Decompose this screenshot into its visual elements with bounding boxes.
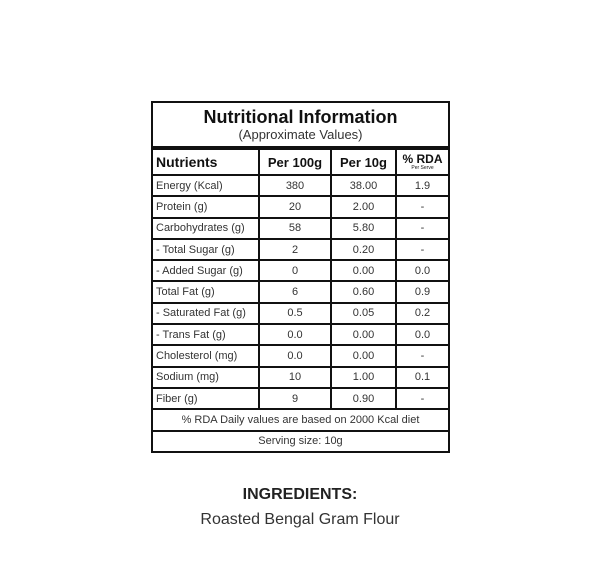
serving-size-row: Serving size: 10g (153, 429, 448, 451)
cell-rda: 0.2 (395, 301, 448, 326)
cell-name: Energy (Kcal) (153, 173, 260, 198)
cell-name: Protein (g) (153, 195, 260, 219)
rda-note: % RDA Daily values are based on 2000 Kca… (153, 408, 448, 432)
header-nutrients: Nutrients (153, 148, 260, 176)
cell-rda: - (395, 344, 448, 368)
cell-per100: 0 (258, 259, 332, 283)
cell-per100: 9 (258, 386, 332, 411)
table-row: Sodium (mg) 10 1.00 0.1 (153, 365, 448, 389)
table-row: Carbohydrates (g) 58 5.80- (153, 216, 448, 240)
cell-per100: 2 (258, 237, 332, 262)
cell-rda: 0.9 (395, 280, 448, 304)
serving-size: Serving size: 10g (153, 429, 448, 451)
cell-rda: - (395, 237, 448, 262)
cell-per100: 20 (258, 195, 332, 219)
cell-per10: 1.00 (330, 365, 397, 389)
header-rda: % RDA Per Serve (395, 148, 448, 176)
label-subtitle: (Approximate Values) (238, 127, 363, 142)
cell-name: - Added Sugar (g) (153, 259, 260, 283)
cell-name: Sodium (mg) (153, 365, 260, 389)
table-row: Fiber (g) 9 0.90- (153, 386, 448, 411)
cell-per10: 0.05 (330, 301, 397, 326)
table-row: Cholesterol (mg) 0.0 0.00- (153, 344, 448, 368)
cell-name: Fiber (g) (153, 386, 260, 411)
table-row: - Saturated Fat (g) 0.5 0.05 0.2 (153, 301, 448, 326)
cell-rda: - (395, 216, 448, 240)
cell-name: - Total Sugar (g) (153, 237, 260, 262)
cell-per10: 5.80 (330, 216, 397, 240)
table-row: - Trans Fat (g) 0.0 0.00 0.0 (153, 323, 448, 347)
cell-rda: 0.0 (395, 323, 448, 347)
cell-per10: 2.00 (330, 195, 397, 219)
table-row: - Total Sugar (g) 2 0.20- (153, 237, 448, 262)
label-title-box: Nutritional Information (Approximate Val… (153, 103, 448, 148)
label-title: Nutritional Information (203, 107, 398, 127)
cell-per10: 0.00 (330, 344, 397, 368)
header-rda-label: % RDA (402, 152, 443, 166)
cell-per10: 38.00 (330, 173, 397, 198)
table-row: Total Fat (g) 6 0.60 0.9 (153, 280, 448, 304)
cell-per10: 0.60 (330, 280, 397, 304)
cell-per10: 0.00 (330, 259, 397, 283)
cell-rda: - (395, 386, 448, 411)
table-row: - Added Sugar (g) 0 0.00 0.0 (153, 259, 448, 283)
cell-per10: 0.20 (330, 237, 397, 262)
header-rda-sub: Per Serve (411, 165, 434, 171)
table-row: Energy (Kcal) 380 38.00 1.9 (153, 173, 448, 198)
cell-per100: 0.0 (258, 323, 332, 347)
cell-rda: - (395, 195, 448, 219)
header-per-10g: Per 10g (330, 148, 397, 176)
cell-name: - Trans Fat (g) (153, 323, 260, 347)
header-per-100g: Per 100g (258, 148, 332, 176)
cell-per100: 6 (258, 280, 332, 304)
cell-name: Cholesterol (mg) (153, 344, 260, 368)
cell-per100: 380 (258, 173, 332, 198)
cell-rda: 1.9 (395, 173, 448, 198)
table-row: Protein (g) 20 2.00- (153, 195, 448, 219)
ingredients-heading: INGREDIENTS: (242, 486, 358, 503)
cell-rda: 0.0 (395, 259, 448, 283)
cell-per100: 0.0 (258, 344, 332, 368)
rda-note-row: % RDA Daily values are based on 2000 Kca… (153, 408, 448, 432)
cell-per100: 58 (258, 216, 332, 240)
cell-per10: 0.00 (330, 323, 397, 347)
table-header-row: Nutrients Per 100g Per 10g % RDA Per Ser… (153, 148, 448, 176)
cell-name: Carbohydrates (g) (153, 216, 260, 240)
cell-per100: 10 (258, 365, 332, 389)
cell-per100: 0.5 (258, 301, 332, 326)
cell-name: - Saturated Fat (g) (153, 301, 260, 326)
nutrition-table: Nutrients Per 100g Per 10g % RDA Per Ser… (153, 148, 448, 451)
cell-per10: 0.90 (330, 386, 397, 411)
cell-rda: 0.1 (395, 365, 448, 389)
nutrition-label: Nutritional Information (Approximate Val… (151, 101, 450, 453)
cell-name: Total Fat (g) (153, 280, 260, 304)
ingredients-text: Roasted Bengal Gram Flour (200, 511, 400, 528)
